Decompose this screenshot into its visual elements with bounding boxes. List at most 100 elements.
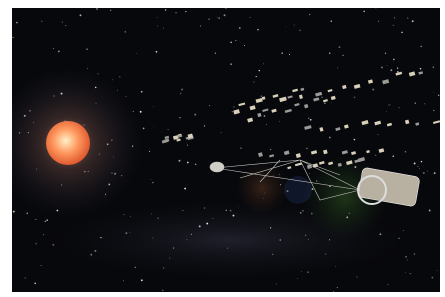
star — [356, 276, 357, 277]
star — [301, 271, 302, 272]
star — [376, 8, 377, 9]
star — [163, 28, 164, 29]
star — [187, 162, 189, 164]
star — [308, 239, 309, 240]
star — [300, 212, 302, 214]
ship-hull — [210, 162, 224, 172]
star — [397, 71, 399, 73]
star — [173, 248, 174, 249]
star — [232, 111, 233, 112]
star — [270, 149, 271, 150]
star — [337, 287, 338, 288]
star — [378, 21, 379, 22]
star — [16, 22, 18, 24]
star — [184, 188, 186, 190]
star — [294, 25, 295, 26]
star — [321, 97, 322, 98]
star — [199, 225, 201, 227]
star — [434, 92, 435, 93]
star — [240, 147, 241, 148]
star — [263, 63, 264, 64]
star — [168, 129, 169, 130]
star — [130, 232, 131, 233]
star — [407, 18, 408, 19]
star — [375, 155, 376, 156]
star — [307, 272, 308, 273]
star — [43, 234, 44, 235]
star — [182, 210, 183, 211]
star — [157, 17, 158, 18]
star — [250, 17, 251, 18]
star — [100, 237, 101, 238]
star — [308, 118, 309, 119]
star — [179, 117, 180, 118]
star — [162, 290, 163, 291]
star — [143, 128, 145, 130]
star — [125, 31, 126, 32]
star — [337, 67, 338, 68]
star — [393, 25, 394, 26]
star — [306, 148, 308, 150]
star — [124, 214, 125, 215]
star — [276, 284, 277, 285]
star — [399, 107, 400, 108]
star — [399, 238, 400, 239]
star — [264, 115, 266, 117]
star — [410, 273, 411, 274]
star — [429, 210, 431, 212]
star — [41, 21, 42, 22]
star — [52, 244, 54, 246]
star — [235, 40, 236, 41]
star — [244, 45, 245, 46]
star — [191, 234, 192, 235]
star — [163, 267, 164, 268]
star — [424, 103, 425, 104]
page: (() => { const svg = document.getElement… — [0, 0, 445, 297]
star — [302, 210, 304, 212]
star — [329, 239, 330, 240]
star — [403, 230, 404, 231]
star — [354, 139, 356, 141]
star — [372, 89, 374, 91]
star — [58, 50, 60, 52]
star — [272, 254, 273, 255]
star — [331, 21, 332, 22]
star — [123, 280, 124, 281]
star — [420, 68, 422, 70]
star — [153, 126, 154, 127]
lens-flare — [236, 162, 288, 214]
star — [186, 239, 187, 240]
star — [405, 151, 407, 153]
star — [412, 20, 414, 22]
star — [414, 253, 416, 255]
star — [390, 104, 391, 105]
star — [90, 254, 92, 256]
star — [53, 48, 54, 49]
star — [221, 132, 222, 133]
star — [259, 70, 260, 71]
star — [297, 278, 298, 279]
star — [354, 97, 356, 99]
star — [141, 91, 143, 93]
star — [421, 161, 422, 162]
star — [437, 270, 438, 271]
star — [377, 134, 378, 135]
star — [309, 14, 310, 15]
star — [26, 213, 28, 215]
star — [363, 10, 365, 12]
star — [239, 27, 241, 29]
star — [230, 41, 232, 43]
star — [180, 93, 181, 94]
star — [200, 25, 201, 26]
star — [233, 215, 235, 217]
star — [225, 7, 227, 9]
space-scene — [0, 0, 445, 297]
star — [206, 223, 208, 225]
star — [151, 213, 152, 214]
star — [217, 17, 218, 18]
star — [187, 145, 188, 146]
star — [157, 25, 158, 26]
star — [310, 119, 312, 121]
star — [433, 110, 434, 111]
star — [130, 216, 131, 217]
